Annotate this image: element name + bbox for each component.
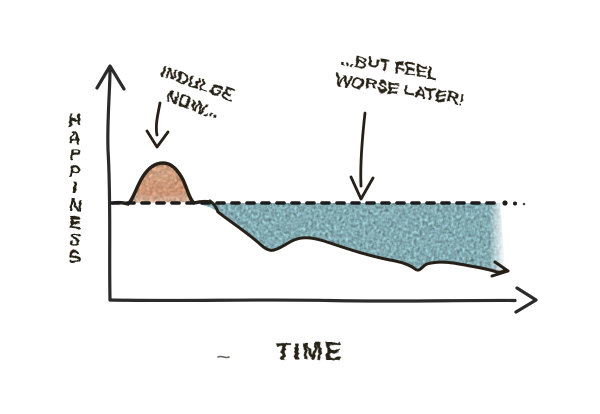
svg-text:TIME: TIME — [274, 336, 342, 365]
svg-text:S: S — [68, 246, 80, 266]
